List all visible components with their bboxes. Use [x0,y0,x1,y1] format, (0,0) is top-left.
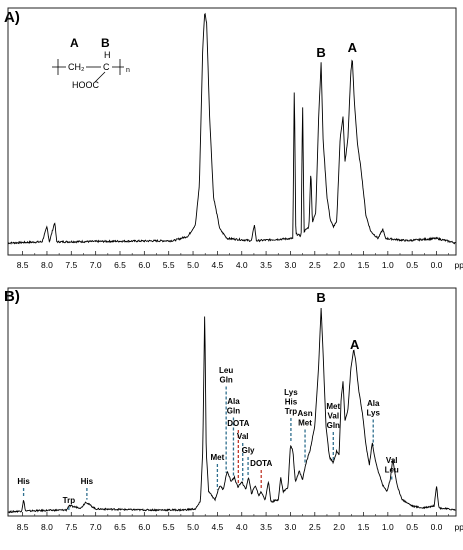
x-tick-label: 2.0 [333,522,345,532]
x-tick-label: 5.0 [187,522,199,532]
panel-a: A) A B H CH₂ C HOOC n B A 8.5 8.0 7.5 7.0 6.5… [4,7,463,270]
assignment-label: Leu [219,366,233,375]
structure-label-a: A [70,36,79,50]
structure-ch2: CH₂ [68,62,85,72]
assignment-label: Ala [227,397,240,406]
x-tick-label: 0.5 [406,522,418,532]
x-tick-label: 6.5 [114,522,126,532]
assignment-label: Met [211,453,225,462]
peak-label: A [350,337,360,352]
assignment-label: Gly [242,446,255,455]
x-axis-label: ppm [455,522,463,532]
structure-bond-acid [94,71,106,83]
panel-a-plot-frame [7,7,457,256]
x-tick-label: 4.0 [236,522,248,532]
x-tick-label: 3.0 [285,260,297,270]
polymer-structure: A B H CH₂ C HOOC n [52,36,130,90]
x-tick-label: 1.0 [382,260,394,270]
spectrum-line-a [7,12,456,245]
x-tick-label: 6.0 [138,260,150,270]
x-tick-label: 2.5 [309,522,321,532]
assignment-label: Gln [327,421,340,430]
x-tick-label: 7.5 [65,260,77,270]
assignment-label: Met [298,419,312,428]
x-tick-label: 0.5 [406,260,418,270]
x-tick-label: 2.5 [309,260,321,270]
assignment-label: Lys [284,388,298,397]
x-tick-label: 4.0 [236,260,248,270]
x-tick-label: 7.0 [90,522,102,532]
x-tick-label: 8.0 [41,522,53,532]
peak-label: B [316,290,325,305]
structure-label-b: B [101,36,110,50]
structure-acid: HOOC [72,80,100,90]
x-tick-label: 4.5 [211,522,223,532]
assignment-label: Lys [366,409,380,418]
x-tick-label: 1.5 [358,260,370,270]
structure-ch: C [103,62,110,72]
x-tick-label: 4.5 [211,260,223,270]
assignment-label: Val [237,432,249,441]
x-tick-label: 1.0 [382,522,394,532]
assignment-label: Asn [297,409,312,418]
x-tick-label: 5.5 [163,522,175,532]
assignment-label: Ala [367,399,380,408]
assignment-label: Val [327,412,339,421]
x-tick-label: 8.0 [41,260,53,270]
x-tick-label: 7.5 [65,522,77,532]
structure-h: H [104,50,111,60]
peak-label: A [348,40,358,55]
x-tick-label: 1.5 [358,522,370,532]
x-tick-label: 3.5 [260,522,272,532]
x-tick-label: 7.0 [90,260,102,270]
x-tick-label: 8.5 [17,260,29,270]
assignment-label: Trp [285,407,298,416]
x-tick-label: 3.5 [260,260,272,270]
x-tick-label: 8.5 [17,522,29,532]
x-tick-label: 6.0 [138,522,150,532]
assignment-label: Gln [227,407,240,416]
assignment-label: Trp [63,496,76,505]
structure-n: n [126,67,130,74]
assignment-label: His [81,477,94,486]
x-tick-label: 6.5 [114,260,126,270]
assignment-label: Val [386,456,398,465]
assignment-label: DOTA [250,459,272,468]
peak-label: B [316,45,325,60]
panel-b-label: B) [4,288,20,305]
panel-a-label: A) [4,9,20,26]
assignment-label: His [285,398,298,407]
spectrum-line-b [7,307,456,514]
x-tick-label: 3.0 [285,522,297,532]
assignment-label: His [17,477,30,486]
x-tick-label: 0.0 [431,522,443,532]
x-axis-label: ppm [455,260,463,270]
assignment-label: Met [326,402,340,411]
x-tick-label: 5.0 [187,260,199,270]
x-tick-label: 5.5 [163,260,175,270]
assignment-label: DOTA [227,419,249,428]
panel-b: B) His HisTrpMetLeuGlnAlaGlnDOTAValGlyDOT… [4,287,463,532]
x-tick-label: 0.0 [431,260,443,270]
x-tick-label: 2.0 [333,260,345,270]
assignment-label: Gln [219,376,232,385]
panel-b-plot-frame [7,287,457,517]
